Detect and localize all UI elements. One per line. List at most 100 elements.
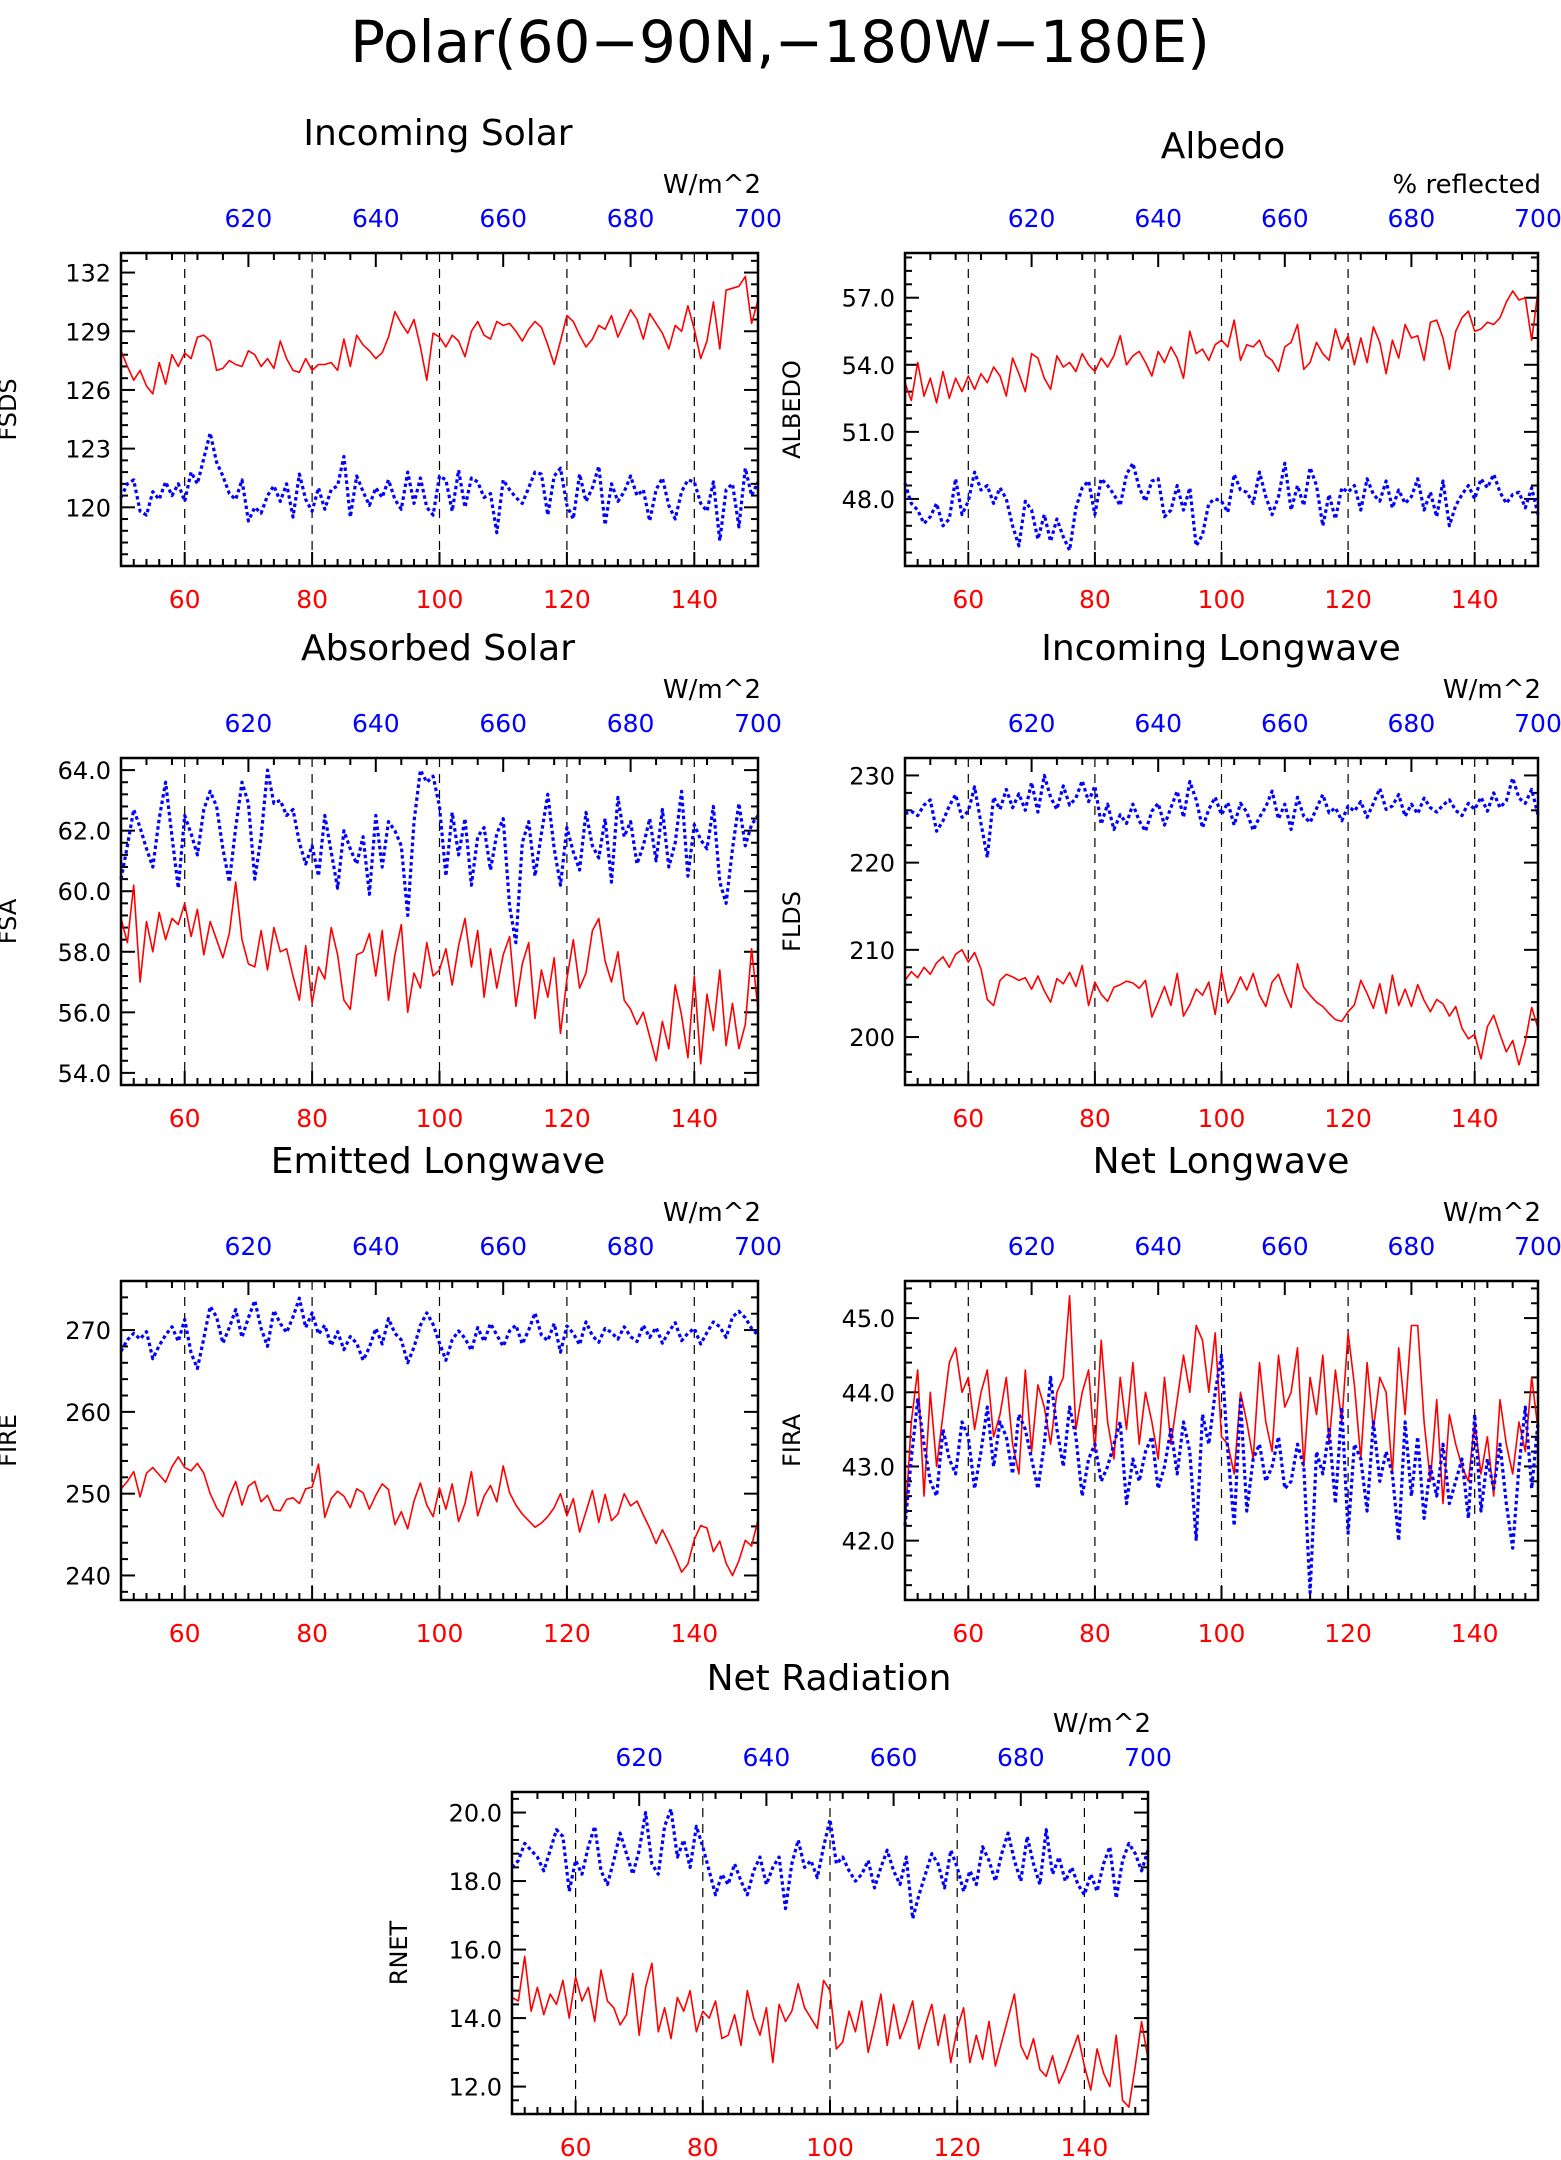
series-line-red: [904, 1295, 1539, 1526]
y-tick-label: 43.0: [842, 1453, 895, 1481]
x2-tick-label: 700: [734, 709, 782, 738]
x2-tick-label: 640: [352, 709, 400, 738]
series-line-blue: [119, 431, 760, 543]
x2-tick-label: 700: [1514, 1232, 1561, 1261]
y-tick-label: 60.0: [58, 878, 111, 906]
units-label: W/m^2: [663, 1198, 761, 1228]
y-tick-label: 270: [65, 1317, 111, 1345]
units-label: % reflected: [1393, 170, 1541, 200]
units-label: W/m^2: [1443, 1198, 1541, 1228]
x-tick-label: 80: [296, 1104, 328, 1133]
y-tick-label: 20.0: [449, 1800, 502, 1828]
y-axis-label: ALBEDO: [778, 360, 806, 459]
x2-tick-label: 620: [1008, 709, 1056, 738]
plot-frame: [903, 1279, 1540, 1602]
y-tick-label: 16.0: [449, 1937, 502, 1965]
x-tick-label: 140: [1451, 1619, 1499, 1648]
x2-tick-label: 620: [1008, 1232, 1056, 1261]
y-axis-label: FSDS: [0, 378, 22, 440]
chart-title: Emitted Longwave: [271, 1141, 606, 1182]
y-tick-label: 132: [65, 260, 111, 288]
x2-tick-label: 640: [743, 1743, 791, 1772]
y-tick-label: 220: [849, 850, 895, 878]
x2-tick-label: 620: [1008, 204, 1056, 233]
x-tick-label: 80: [296, 585, 328, 614]
y-tick-label: 129: [65, 318, 111, 346]
x2-tick-label: 700: [1124, 1743, 1172, 1772]
y-tick-label: 42.0: [842, 1528, 895, 1556]
units-label: W/m^2: [1443, 675, 1541, 705]
x-tick-label: 140: [1451, 585, 1499, 614]
y-tick-label: 54.0: [842, 352, 895, 380]
x-tick-label: 120: [543, 1619, 591, 1648]
x2-tick-label: 640: [1134, 709, 1182, 738]
x2-tick-label: 680: [997, 1743, 1045, 1772]
x-tick-label: 60: [169, 585, 201, 614]
x-tick-label: 80: [1079, 1104, 1111, 1133]
x-tick-label: 120: [1324, 1104, 1372, 1133]
y-axis-label: FIRE: [0, 1414, 22, 1467]
x-tick-label: 60: [952, 1104, 984, 1133]
plot-frame: [903, 251, 1540, 568]
x-tick-label: 60: [560, 2133, 592, 2160]
x2-tick-label: 640: [352, 1232, 400, 1261]
y-tick-label: 58.0: [58, 939, 111, 967]
series-line-red: [120, 1456, 759, 1577]
x-tick-label: 60: [952, 1619, 984, 1648]
x-tick-label: 120: [1324, 1619, 1372, 1648]
x2-tick-label: 660: [1261, 1232, 1309, 1261]
x2-tick-label: 680: [607, 204, 655, 233]
y-tick-label: 48.0: [842, 486, 895, 514]
chart-fsds: Incoming Solar W/m^2 FSDS 60 80 100 120 140 620 6…: [0, 113, 782, 614]
x-tick-label: 60: [169, 1104, 201, 1133]
chart-fire: Emitted Longwave W/m^2 FIRE 60 80 100 120 140 62…: [0, 1141, 782, 1648]
y-tick-label: 210: [849, 937, 895, 965]
x-tick-label: 80: [687, 2133, 719, 2160]
x2-tick-label: 680: [1388, 204, 1436, 233]
x2-tick-label: 660: [1261, 709, 1309, 738]
y-axis-label: FIRA: [778, 1413, 806, 1467]
x-tick-label: 120: [933, 2133, 981, 2160]
x2-tick-label: 680: [607, 1232, 655, 1261]
chart-title: Net Longwave: [1093, 1141, 1350, 1182]
x2-tick-label: 660: [479, 204, 527, 233]
x2-tick-label: 660: [479, 709, 527, 738]
x2-tick-label: 700: [1514, 709, 1561, 738]
x2-tick-label: 620: [225, 204, 273, 233]
y-axis-label: RNET: [385, 1920, 413, 1985]
x-tick-label: 80: [1079, 1619, 1111, 1648]
series-line-red: [904, 948, 1539, 1066]
plot-frame: [903, 756, 1540, 1087]
x-tick-label: 100: [416, 1619, 464, 1648]
x2-tick-label: 620: [225, 1232, 273, 1261]
y-tick-label: 44.0: [842, 1379, 895, 1407]
y-axis-label: FLDS: [778, 891, 806, 952]
y-tick-label: 56.0: [58, 999, 111, 1027]
x-tick-label: 60: [169, 1619, 201, 1648]
x-tick-label: 140: [670, 585, 718, 614]
x2-tick-label: 700: [734, 1232, 782, 1261]
y-tick-label: 126: [65, 377, 111, 405]
y-axis-label: FSA: [0, 898, 22, 944]
units-label: W/m^2: [663, 170, 761, 200]
y-tick-label: 200: [849, 1024, 895, 1052]
x-tick-label: 140: [1061, 2133, 1109, 2160]
y-tick-label: 18.0: [449, 1868, 502, 1896]
y-tick-label: 260: [65, 1399, 111, 1427]
chart-title: Absorbed Solar: [301, 628, 575, 669]
chart-rnet: Net Radiation W/m^2 RNET 60 80 100 120 140 620 64…: [385, 1658, 1172, 2160]
x-tick-label: 100: [1198, 585, 1246, 614]
x-tick-label: 80: [1079, 585, 1111, 614]
x-tick-label: 100: [416, 1104, 464, 1133]
y-tick-label: 120: [65, 494, 111, 522]
y-tick-label: 64.0: [58, 757, 111, 785]
y-tick-label: 230: [849, 762, 895, 790]
x-tick-label: 100: [1198, 1104, 1246, 1133]
x2-tick-label: 700: [1514, 204, 1561, 233]
x2-tick-label: 680: [1388, 709, 1436, 738]
series-line-blue: [903, 461, 1540, 552]
chart-fira: Net Longwave W/m^2 FIRA 60 80 100 120 140 620 640…: [778, 1141, 1561, 1648]
plot-frame: [119, 756, 760, 1087]
series-line-blue: [903, 1353, 1540, 1595]
